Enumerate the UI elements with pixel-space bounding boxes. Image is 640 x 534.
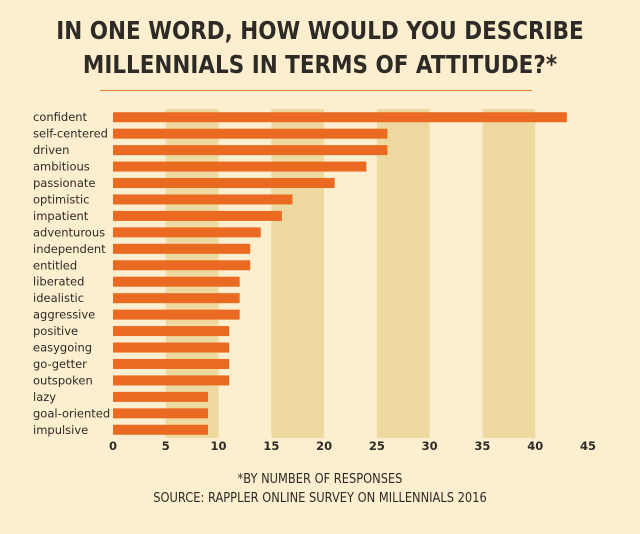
category-label: optimistic <box>33 192 89 206</box>
category-label: passionate <box>33 176 95 190</box>
bar-lazy <box>113 391 208 402</box>
grid-band <box>271 109 325 438</box>
category-label: independent <box>33 242 106 256</box>
category-label: lazy <box>33 390 56 404</box>
category-label: goal-oriented <box>33 406 110 420</box>
x-tick-label: 20 <box>316 439 332 453</box>
category-label: idealistic <box>33 291 84 305</box>
x-tick-labels: 0 5 10 15 20 25 30 35 40 45 <box>109 439 596 453</box>
category-label: aggressive <box>33 308 95 322</box>
bar-positive <box>113 326 230 337</box>
category-labels: confident self-centered driven ambitious pas… <box>33 110 110 437</box>
x-tick-label: 40 <box>527 439 543 453</box>
bar-impatient <box>113 210 282 221</box>
x-tick-label: 15 <box>263 439 279 453</box>
bar-series <box>113 112 567 435</box>
bar-easygoing <box>113 342 230 353</box>
bar-adventurous <box>113 227 261 238</box>
bar-passionate <box>113 178 335 189</box>
bar-ambitious <box>113 161 367 172</box>
x-tick-label: 0 <box>109 439 117 453</box>
category-label: confident <box>33 110 88 124</box>
bar-entitled <box>113 260 251 271</box>
chart-title-line-2: MILLENNIALS IN TERMS OF ATTITUDE?* <box>82 50 558 79</box>
chart-title: IN ONE WORD, HOW WOULD YOU DESCRIBE MILL… <box>45 14 595 82</box>
category-label: impatient <box>33 209 89 223</box>
category-label: driven <box>33 143 69 157</box>
bar-go-getter <box>113 358 230 369</box>
chart-title-line-1: IN ONE WORD, HOW WOULD YOU DESCRIBE <box>56 16 584 45</box>
bar-independent <box>113 243 251 254</box>
x-tick-label: 10 <box>211 439 227 453</box>
bar-goal-oriented <box>113 408 208 419</box>
bar-confident <box>113 112 567 123</box>
x-tick-label: 25 <box>369 439 385 453</box>
x-tick-label: 5 <box>162 439 170 453</box>
bar-outspoken <box>113 375 230 386</box>
grid-band <box>482 109 536 438</box>
footnote: *BY NUMBER OF RESPONSES <box>237 472 403 487</box>
bar-self-centered <box>113 128 388 139</box>
bar-liberated <box>113 276 240 287</box>
category-label: self-centered <box>33 127 108 141</box>
category-label: outspoken <box>33 373 93 387</box>
bar-driven <box>113 145 388 156</box>
category-label: go-getter <box>33 357 87 371</box>
category-label: adventurous <box>33 225 105 239</box>
category-label: positive <box>33 324 78 338</box>
x-tick-label: 30 <box>422 439 438 453</box>
category-label: liberated <box>33 275 84 289</box>
bar-aggressive <box>113 309 240 320</box>
category-label: easygoing <box>33 341 92 355</box>
category-label: ambitious <box>33 160 90 174</box>
grid-bands <box>165 109 536 438</box>
x-tick-label: 35 <box>474 439 490 453</box>
category-label: entitled <box>33 258 77 272</box>
source-note: SOURCE: RAPPLER ONLINE SURVEY ON MILLENN… <box>153 491 487 506</box>
bar-optimistic <box>113 194 293 205</box>
title-divider <box>100 90 532 91</box>
grid-band <box>165 109 219 438</box>
category-label: impulsive <box>33 423 88 437</box>
x-tick-label: 45 <box>580 439 596 453</box>
bar-idealistic <box>113 293 240 304</box>
bar-impulsive <box>113 424 208 435</box>
grid-band <box>376 109 430 438</box>
